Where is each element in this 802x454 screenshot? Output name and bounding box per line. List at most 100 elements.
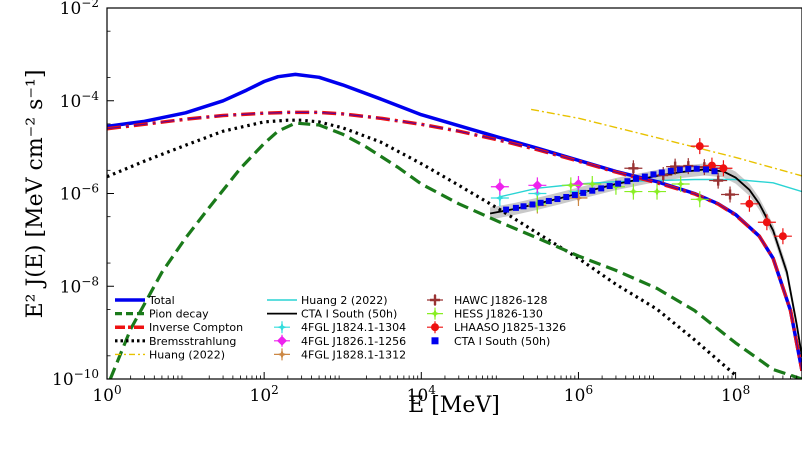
legend-item-4fgl-j1824-1-1304: 4FGL J1824.1-1304 bbox=[274, 321, 406, 334]
data-point bbox=[277, 349, 287, 360]
x-tick-label: 106 bbox=[564, 383, 593, 406]
data-point bbox=[606, 183, 613, 190]
series-line-pion-decay bbox=[108, 121, 802, 379]
data-point bbox=[565, 180, 576, 191]
data-point bbox=[545, 197, 552, 204]
legend-label: 4FGL J1824.1-1304 bbox=[301, 321, 406, 334]
data-point bbox=[573, 179, 584, 190]
data-point bbox=[652, 186, 662, 197]
legend-label: Pion decay bbox=[149, 308, 209, 321]
x-tick-label: 108 bbox=[721, 383, 750, 406]
data-point bbox=[430, 308, 440, 319]
y-tick-label: 10−4 bbox=[60, 89, 100, 112]
points-hess-j1826-130 bbox=[528, 176, 709, 212]
x-axis-title: E [MeV] bbox=[408, 393, 500, 418]
legend-label: Total bbox=[148, 294, 175, 307]
data-point bbox=[494, 181, 505, 192]
data-point bbox=[431, 337, 439, 345]
data-point bbox=[667, 167, 674, 174]
data-point bbox=[512, 204, 519, 211]
data-point bbox=[628, 163, 639, 174]
legend-item-cta-i-south-50h: CTA I South (50h) bbox=[267, 308, 397, 321]
plot-area bbox=[107, 72, 802, 379]
y-tick-label: 10−8 bbox=[60, 274, 99, 297]
legend-item-4fgl-j1826-1-1256: 4FGL J1826.1-1256 bbox=[274, 335, 406, 348]
data-point bbox=[503, 206, 510, 213]
legend-item-cta-i-south-50h: CTA I South (50h) bbox=[431, 335, 550, 348]
data-point bbox=[598, 185, 605, 192]
legend-item-hawc-j1826-128: HAWC J1826-128 bbox=[427, 294, 547, 307]
series-line-huang-2022 bbox=[530, 108, 802, 177]
legend-item-total: Total bbox=[115, 294, 175, 307]
data-point bbox=[641, 173, 648, 180]
series-line-overlay bbox=[107, 111, 802, 371]
data-point bbox=[650, 171, 657, 178]
legend-item-hess-j1826-130: HESS J1826-130 bbox=[427, 307, 543, 321]
legend-item-huang-2022: Huang (2022) bbox=[115, 348, 225, 361]
data-point bbox=[762, 218, 771, 227]
legend-item-bremsstrahlung: Bremsstrahlung bbox=[115, 335, 236, 348]
data-point bbox=[632, 175, 639, 182]
x-tick-label: 102 bbox=[250, 383, 279, 406]
points-4fgl-j1826-1-1256 bbox=[490, 176, 588, 195]
data-point bbox=[745, 199, 754, 208]
data-point bbox=[589, 187, 596, 194]
legend-label: LHAASO J1825-1326 bbox=[454, 321, 566, 334]
data-point bbox=[711, 168, 718, 175]
data-point bbox=[532, 180, 543, 191]
series-line-bremsstrahlung bbox=[107, 118, 737, 377]
data-point bbox=[624, 178, 631, 185]
legend-label: Huang 2 (2022) bbox=[301, 294, 388, 307]
legend-label: CTA I South (50h) bbox=[454, 335, 550, 348]
data-point bbox=[532, 198, 543, 209]
points-lhaaso-j1825-1326 bbox=[690, 138, 792, 245]
legend-item-4fgl-j1828-1-1312: 4FGL J1828.1-1312 bbox=[274, 348, 406, 361]
y-tick-label: 10−6 bbox=[60, 182, 99, 205]
legend-label: CTA I South (50h) bbox=[301, 308, 397, 321]
data-point bbox=[430, 295, 440, 305]
legend-item-lhaaso-j1825-1326: LHAASO J1825-1326 bbox=[427, 321, 566, 334]
data-point bbox=[707, 161, 716, 170]
data-point bbox=[694, 194, 705, 205]
data-point bbox=[520, 203, 527, 210]
data-point bbox=[675, 179, 686, 189]
series-line-total bbox=[107, 72, 802, 372]
data-point bbox=[563, 194, 570, 201]
legend-item-inverse-compton: Inverse Compton bbox=[115, 321, 243, 334]
data-point bbox=[537, 199, 544, 206]
data-point bbox=[725, 189, 736, 200]
legend-label: 4FGL J1826.1-1256 bbox=[301, 335, 406, 348]
data-point bbox=[628, 186, 639, 197]
x-tick-label: 100 bbox=[92, 383, 121, 406]
data-point bbox=[610, 181, 621, 192]
data-point bbox=[532, 188, 543, 199]
legend-label: 4FGL J1828.1-1312 bbox=[301, 348, 406, 361]
legend-label: HESS J1826-130 bbox=[454, 308, 543, 321]
data-point bbox=[554, 196, 561, 203]
legend-item-huang-2-2022: Huang 2 (2022) bbox=[267, 294, 388, 307]
legend-item-pion-decay: Pion decay bbox=[115, 308, 209, 321]
data-point bbox=[615, 180, 622, 187]
data-point bbox=[573, 193, 584, 203]
data-point bbox=[702, 166, 709, 173]
data-point bbox=[571, 191, 578, 198]
data-point bbox=[277, 322, 287, 333]
data-point bbox=[695, 142, 704, 151]
data-point bbox=[529, 201, 536, 208]
data-point bbox=[580, 189, 587, 196]
data-point bbox=[494, 193, 505, 203]
data-point bbox=[676, 166, 683, 173]
legend-label: Inverse Compton bbox=[149, 321, 243, 334]
data-point bbox=[431, 323, 439, 332]
data-point bbox=[778, 232, 787, 241]
data-point bbox=[658, 169, 665, 176]
data-point bbox=[685, 165, 692, 172]
points-cta-i-south-50h bbox=[503, 165, 718, 213]
legend-label: Huang (2022) bbox=[149, 348, 225, 361]
data-point bbox=[693, 165, 700, 172]
data-point bbox=[713, 175, 724, 186]
y-axis-title: E² J(E) [MeV cm⁻² s⁻¹] bbox=[23, 70, 48, 319]
